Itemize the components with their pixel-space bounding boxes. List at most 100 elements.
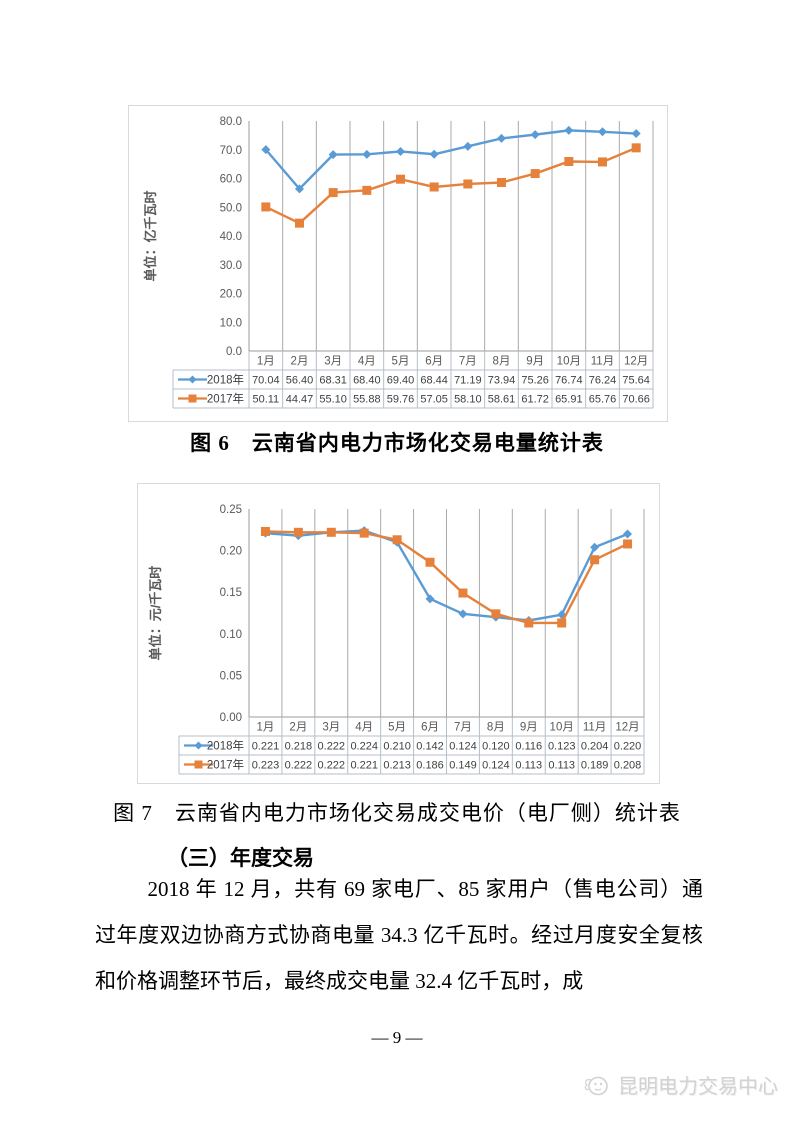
svg-text:12月: 12月 (615, 722, 639, 734)
svg-text:2018年: 2018年 (207, 373, 244, 387)
svg-text:11月: 11月 (583, 722, 606, 734)
svg-text:71.19: 71.19 (454, 375, 482, 387)
svg-text:0.222: 0.222 (318, 760, 346, 772)
svg-text:0.124: 0.124 (482, 760, 510, 772)
figure7-caption: 图 7 云南省内电力市场化交易成交电价（电厂侧）统计表 (113, 801, 681, 825)
svg-text:68.31: 68.31 (319, 375, 347, 387)
svg-text:65.91: 65.91 (555, 394, 583, 406)
svg-text:0.05: 0.05 (220, 670, 242, 682)
svg-text:0.221: 0.221 (350, 760, 378, 772)
figure6-chart: 单位：亿千瓦时 0.0 10.0 20.0 30.0 40.0 50.0 60.0 70.0 80… (128, 105, 668, 422)
svg-text:60.0: 60.0 (220, 174, 242, 186)
svg-text:0.00: 0.00 (220, 712, 242, 724)
svg-text:58.61: 58.61 (488, 394, 516, 406)
svg-text:55.10: 55.10 (319, 394, 347, 406)
svg-text:9月: 9月 (520, 722, 538, 734)
svg-text:0.25: 0.25 (220, 504, 242, 516)
svg-text:73.94: 73.94 (488, 375, 516, 387)
svg-text:3月: 3月 (322, 722, 340, 734)
svg-text:9月: 9月 (526, 356, 544, 368)
svg-text:70.04: 70.04 (252, 375, 280, 387)
svg-text:59.76: 59.76 (387, 394, 415, 406)
svg-text:单位：元/千瓦时: 单位：元/千瓦时 (148, 566, 163, 661)
svg-text:0.20: 0.20 (220, 546, 242, 558)
svg-text:7月: 7月 (454, 722, 472, 734)
figure6-caption: 图 6 云南省内电力市场化交易电量统计表 (190, 431, 604, 455)
svg-text:单位：亿千瓦时: 单位：亿千瓦时 (143, 190, 158, 281)
svg-text:68.44: 68.44 (420, 375, 448, 387)
svg-text:12月: 12月 (624, 356, 648, 368)
svg-text:44.47: 44.47 (286, 394, 314, 406)
svg-text:2017年: 2017年 (207, 392, 244, 406)
svg-text:3月: 3月 (324, 356, 342, 368)
svg-text:0.0: 0.0 (226, 346, 242, 358)
svg-text:4月: 4月 (355, 722, 373, 734)
svg-text:6月: 6月 (425, 356, 443, 368)
svg-text:50.11: 50.11 (252, 394, 279, 406)
svg-text:4月: 4月 (358, 356, 376, 368)
svg-text:58.10: 58.10 (454, 394, 482, 406)
svg-text:6月: 6月 (421, 722, 439, 734)
svg-text:30.0: 30.0 (220, 260, 242, 272)
svg-text:2018年: 2018年 (207, 739, 244, 753)
svg-text:65.76: 65.76 (589, 394, 617, 406)
svg-text:2月: 2月 (291, 356, 309, 368)
svg-text:70.66: 70.66 (622, 394, 650, 406)
svg-text:0.213: 0.213 (383, 760, 411, 772)
svg-text:2017年: 2017年 (207, 758, 244, 772)
svg-text:1月: 1月 (257, 722, 275, 734)
svg-text:10.0: 10.0 (220, 317, 242, 329)
page-number: — 9 — (371, 1028, 423, 1047)
kunming-logo-icon (581, 1072, 611, 1098)
svg-text:1月: 1月 (257, 356, 275, 368)
svg-text:40.0: 40.0 (220, 231, 242, 243)
svg-text:0.204: 0.204 (581, 741, 609, 753)
svg-text:0.120: 0.120 (482, 741, 510, 753)
svg-text:0.222: 0.222 (318, 741, 346, 753)
svg-text:0.222: 0.222 (285, 760, 313, 772)
svg-text:0.189: 0.189 (581, 760, 609, 772)
svg-text:75.26: 75.26 (521, 375, 549, 387)
svg-text:8月: 8月 (493, 356, 511, 368)
svg-text:0.15: 0.15 (220, 587, 242, 599)
svg-text:7月: 7月 (459, 356, 477, 368)
svg-text:0.142: 0.142 (416, 741, 444, 753)
svg-text:76.24: 76.24 (589, 375, 617, 387)
svg-text:0.113: 0.113 (548, 760, 575, 772)
svg-text:57.05: 57.05 (420, 394, 448, 406)
svg-text:80.0: 80.0 (220, 116, 242, 128)
svg-text:0.218: 0.218 (285, 741, 313, 753)
svg-text:0.113: 0.113 (515, 760, 542, 772)
svg-text:0.223: 0.223 (252, 760, 280, 772)
svg-text:61.72: 61.72 (521, 394, 549, 406)
svg-text:0.10: 0.10 (220, 629, 242, 641)
figure7-chart: 单位：元/千瓦时 0.00 0.05 0.10 0.15 0.20 0.25 1月 2月 3月 4月… (137, 483, 660, 784)
svg-text:0.210: 0.210 (383, 741, 411, 753)
svg-text:0.221: 0.221 (252, 741, 280, 753)
footer-brand-text: 昆明电力交易中心 (618, 1076, 778, 1098)
svg-text:0.124: 0.124 (449, 741, 477, 753)
svg-text:11月: 11月 (591, 356, 614, 368)
svg-text:76.74: 76.74 (555, 375, 583, 387)
svg-text:56.40: 56.40 (286, 375, 314, 387)
svg-text:0.208: 0.208 (614, 760, 642, 772)
svg-text:10月: 10月 (557, 356, 581, 368)
svg-text:55.88: 55.88 (353, 394, 381, 406)
svg-text:70.0: 70.0 (220, 145, 242, 157)
svg-text:8月: 8月 (487, 722, 505, 734)
svg-text:68.40: 68.40 (353, 375, 381, 387)
svg-text:5月: 5月 (388, 722, 406, 734)
footer-brand: 昆明电力交易中心 (581, 1070, 778, 1099)
svg-text:0.224: 0.224 (350, 741, 378, 753)
svg-text:0.149: 0.149 (449, 760, 477, 772)
svg-text:69.40: 69.40 (387, 375, 415, 387)
svg-text:10月: 10月 (550, 722, 574, 734)
svg-text:5月: 5月 (392, 356, 410, 368)
svg-text:2月: 2月 (289, 722, 307, 734)
svg-text:0.123: 0.123 (548, 741, 576, 753)
svg-text:75.64: 75.64 (622, 375, 650, 387)
svg-text:20.0: 20.0 (220, 289, 242, 301)
svg-text:0.220: 0.220 (614, 741, 642, 753)
body-paragraph: 2018 年 12 月，共有 69 家电厂、85 家用户（售电公司）通过年度双边… (95, 877, 703, 993)
